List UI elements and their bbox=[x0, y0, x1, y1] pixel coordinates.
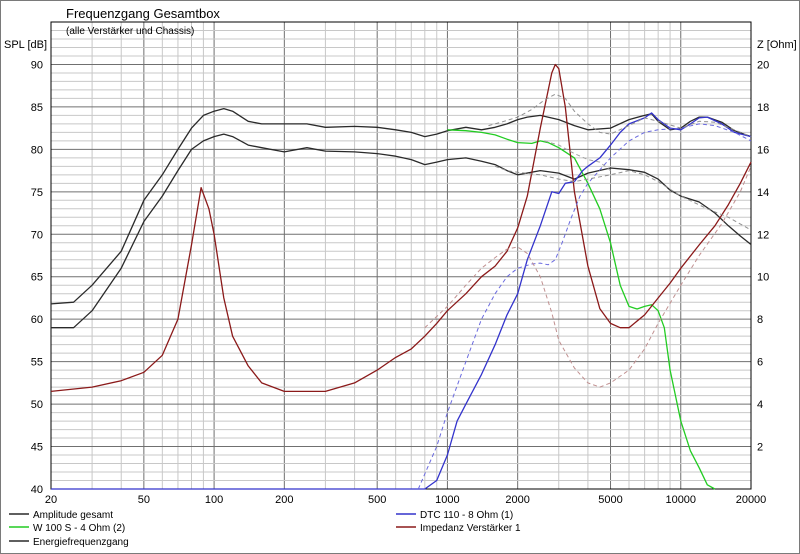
x-tick-label: 1000 bbox=[435, 494, 459, 506]
y-axis-label: SPL [dB] bbox=[4, 39, 47, 51]
series-line bbox=[447, 129, 716, 490]
x-tick-label: 5000 bbox=[598, 494, 622, 506]
x-tick-label: 500 bbox=[368, 494, 386, 506]
y2-tick-label: 16 bbox=[757, 144, 769, 156]
y2-tick-label: 4 bbox=[757, 399, 763, 411]
y-tick-label: 50 bbox=[31, 399, 43, 411]
legend-label: Amplitude gesamt bbox=[33, 510, 113, 521]
y2-tick-label: 18 bbox=[757, 102, 769, 114]
y2-tick-label: 10 bbox=[757, 272, 769, 284]
series-line bbox=[488, 93, 752, 138]
series-line bbox=[51, 112, 752, 490]
x-tick-label: 200 bbox=[275, 494, 293, 506]
y2-tick-label: 12 bbox=[757, 229, 769, 241]
legend-label: Impedanz Verstärker 1 bbox=[420, 523, 521, 534]
legend: Amplitude gesamt W 100 S - 4 Ohm (2) Energ… bbox=[9, 510, 521, 548]
grid bbox=[51, 22, 751, 489]
y2-axis-label: Z [Ohm] bbox=[757, 39, 797, 51]
series-line bbox=[417, 123, 752, 490]
legend-label: DTC 110 - 8 Ohm (1) bbox=[420, 510, 513, 521]
y2-tick-label: 20 bbox=[757, 59, 769, 71]
y-tick-label: 45 bbox=[31, 442, 43, 454]
y-tick-label: 90 bbox=[31, 59, 43, 71]
x-tick-label: 20 bbox=[45, 494, 57, 506]
series-line bbox=[50, 63, 752, 393]
legend-label: Energiefrequenzgang bbox=[33, 537, 129, 548]
y2-tick-label: 2 bbox=[757, 442, 763, 454]
y-tick-label: 40 bbox=[31, 484, 43, 496]
series-line bbox=[50, 107, 752, 305]
y2-tick-label: 14 bbox=[757, 187, 769, 199]
y-tick-label: 75 bbox=[31, 187, 43, 199]
y-tick-label: 65 bbox=[31, 272, 43, 284]
x-tick-label: 10000 bbox=[665, 494, 696, 506]
y-tick-label: 70 bbox=[31, 229, 43, 241]
series-group bbox=[50, 63, 752, 490]
tick-labels: 20 50 100 200 500 1000 2000 5000 10000 2000040455… bbox=[31, 59, 770, 506]
series-line bbox=[424, 166, 752, 388]
series-line bbox=[494, 165, 752, 231]
y-tick-label: 55 bbox=[31, 357, 43, 369]
x-tick-label: 20000 bbox=[736, 494, 767, 506]
legend-label: W 100 S - 4 Ohm (2) bbox=[33, 523, 125, 534]
y2-tick-label: 6 bbox=[757, 357, 763, 369]
plot-area bbox=[50, 21, 752, 490]
y-tick-label: 80 bbox=[31, 144, 43, 156]
y-tick-label: 85 bbox=[31, 102, 43, 114]
x-tick-label: 50 bbox=[138, 494, 150, 506]
series-line bbox=[51, 133, 752, 329]
y2-tick-label: 8 bbox=[757, 314, 763, 326]
chart-title: Frequenzgang Gesamtbox bbox=[66, 6, 220, 21]
chart-subtitle: (alle Verstärker und Chassis) bbox=[66, 26, 194, 37]
y-tick-label: 60 bbox=[31, 314, 43, 326]
x-tick-label: 2000 bbox=[505, 494, 529, 506]
x-tick-label: 100 bbox=[205, 494, 223, 506]
